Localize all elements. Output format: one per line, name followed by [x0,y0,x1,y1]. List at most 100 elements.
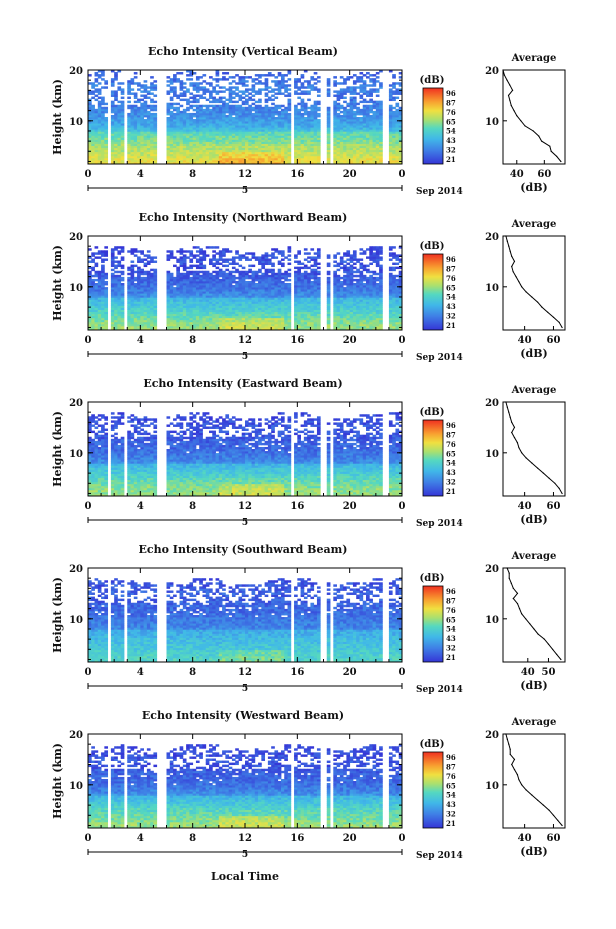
heatmap-cell [127,297,131,300]
heatmap-cell [143,88,148,91]
heatmap-cell [241,274,246,278]
heatmap-cell [133,303,138,306]
heatmap-cell [110,114,115,118]
heatmap-cell [245,114,249,118]
heatmap-cell [271,153,275,157]
heatmap-cell [146,293,151,296]
heatmap-cell [186,295,190,298]
average-profile-point [509,99,511,102]
heatmap-cell [245,309,249,313]
heatmap-cell [192,96,197,100]
heatmap-cell [146,291,151,294]
heatmap-cell [294,114,298,118]
heatmap-cell [195,110,200,114]
heatmap-cell [104,325,109,329]
heatmap-cell [225,299,230,302]
heatmap-cell [130,135,135,138]
heatmap-cell [248,159,252,163]
heatmap-cell [395,133,400,136]
heatmap-cell [267,151,272,155]
heatmap-cell [248,311,252,315]
heatmap-cell [133,121,138,124]
heatmap-cell [248,121,252,124]
heatmap-cell [218,147,223,151]
heatmap-cell [251,106,256,110]
heatmap-cell [133,264,138,268]
heatmap-cell [166,305,171,308]
heatmap-cell [392,147,396,151]
heatmap-cell [379,131,383,134]
heatmap-cell [235,321,239,325]
heatmap-cell [212,321,216,325]
heatmap-cell [248,123,252,126]
heatmap-cell [97,157,102,161]
heatmap-cell [395,141,400,144]
heatmap-cell [362,112,367,116]
heatmap-cell [179,248,184,251]
heatmap-cell [176,147,180,151]
heatmap-cell [225,274,230,278]
heatmap-cell [225,88,230,91]
heatmap-cell [104,129,109,132]
heatmap-cell [215,276,220,280]
heatmap-cell [261,161,266,165]
heatmap-cell [150,309,154,313]
heatmap-cell [189,280,194,284]
heatmap-cell [215,315,220,319]
heatmap-cell [91,151,95,155]
heatmap-cell [225,313,230,317]
heatmap-cell [192,157,197,161]
heatmap-cell [120,137,125,140]
heatmap-cell [287,143,292,147]
heatmap-cell [248,303,252,306]
heatmap-cell [186,147,190,151]
heatmap-cell [117,133,122,136]
heatmap-cell [248,137,252,140]
heatmap-cell [120,127,125,130]
heatmap-cell [205,327,210,331]
heatmap-cell [146,145,151,149]
heatmap-cell [150,100,154,104]
heatmap-cell [280,151,285,155]
heatmap-cell [97,74,102,77]
heatmap-cell [280,301,285,304]
heatmap-cell [228,289,233,292]
heatmap-cell [274,315,279,319]
heatmap-cell [225,133,230,136]
heatmap-cell [303,149,308,153]
heatmap-cell [218,153,223,157]
heatmap-cell [97,291,102,294]
heatmap-cell [212,246,216,249]
heatmap-cell [375,108,380,112]
heatmap-cell [114,264,118,268]
heatmap-cell [310,106,315,110]
heatmap-cell [379,143,383,147]
heatmap-cell [251,131,256,134]
heatmap-cell [245,287,249,290]
heatmap-cell [228,157,233,161]
heatmap-cell [209,299,213,302]
heatmap-cell [245,123,249,126]
heatmap-cell [333,112,337,116]
heatmap-cell [277,80,282,83]
heatmap-cell [222,305,226,308]
heatmap-cell [186,98,190,102]
heatmap-cell [307,106,311,110]
heatmap-cell [277,131,282,134]
heatmap-cell [271,293,275,296]
heatmap-cell [186,131,190,134]
heatmap-cell [248,151,252,155]
heatmap-cell [110,262,115,266]
heatmap-cell [222,317,226,321]
heatmap-cell [294,104,298,108]
heatmap-cell [212,325,216,329]
heatmap-cell [192,82,197,85]
heatmap-cell [231,299,236,302]
heatmap-cell [388,141,393,144]
heatmap-cell [94,262,99,266]
heatmap-cell [300,74,305,77]
heatmap-cell [267,121,272,124]
heatmap-cell [150,287,154,290]
heatmap-cell [169,143,174,147]
heatmap-cell [209,323,213,327]
